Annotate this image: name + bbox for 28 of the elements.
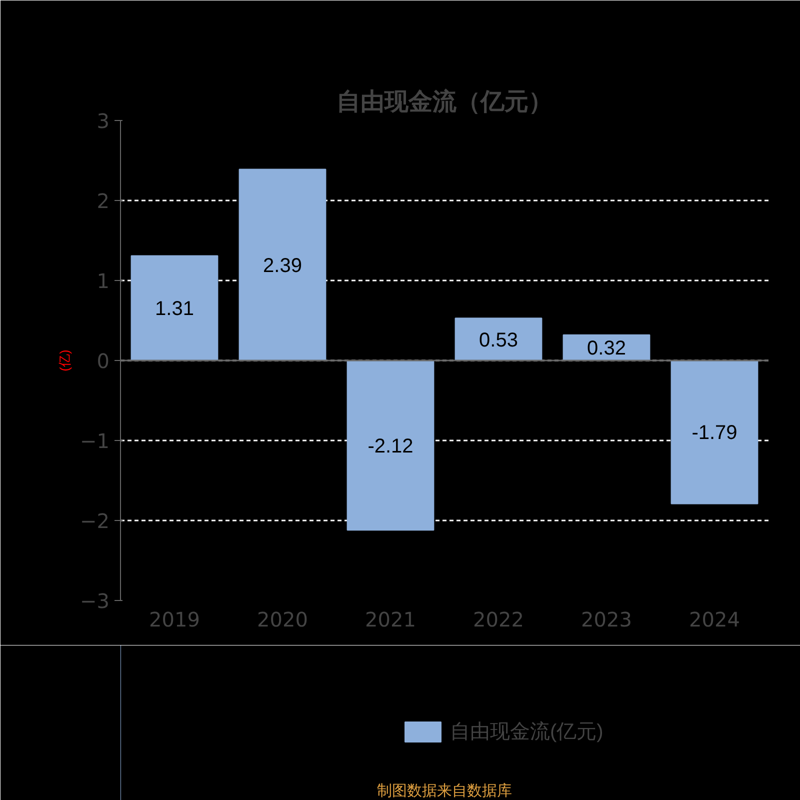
y-tick-label: −1	[80, 429, 110, 453]
y-tick-label: 1	[96, 269, 110, 293]
bar	[346, 360, 434, 531]
legend-label: 自由现金流(亿元)	[450, 720, 604, 745]
y-tick-label: 3	[96, 109, 110, 133]
y-tick-label: −2	[80, 509, 110, 533]
data-label: -2.12	[368, 435, 414, 458]
bar	[670, 360, 758, 504]
data-label: 0.53	[479, 329, 518, 352]
data-label: 1.31	[155, 298, 194, 320]
x-tick-label: 2022	[473, 608, 524, 632]
x-tick-label: 2019	[149, 608, 200, 632]
x-tick-label: 2023	[581, 608, 632, 632]
x-tick-label: 2024	[689, 608, 740, 632]
y-tick-label: 2	[96, 189, 110, 213]
bar	[454, 318, 542, 361]
x-tick-label: 2021	[365, 608, 416, 632]
y-tick-label: −3	[80, 589, 110, 613]
y-tick-label: 0	[96, 349, 110, 373]
data-label: 2.39	[263, 254, 302, 277]
text: 制图数据来自数据库	[377, 782, 512, 800]
bar	[130, 255, 218, 361]
x-tick-label: 2020	[257, 608, 308, 632]
chart-title: 自由现金流（亿元）	[336, 88, 552, 116]
bar	[238, 168, 326, 361]
y-axis-title: (亿)	[57, 350, 72, 372]
data-label: -1.79	[692, 422, 738, 444]
data-label: 0.32	[587, 338, 626, 360]
